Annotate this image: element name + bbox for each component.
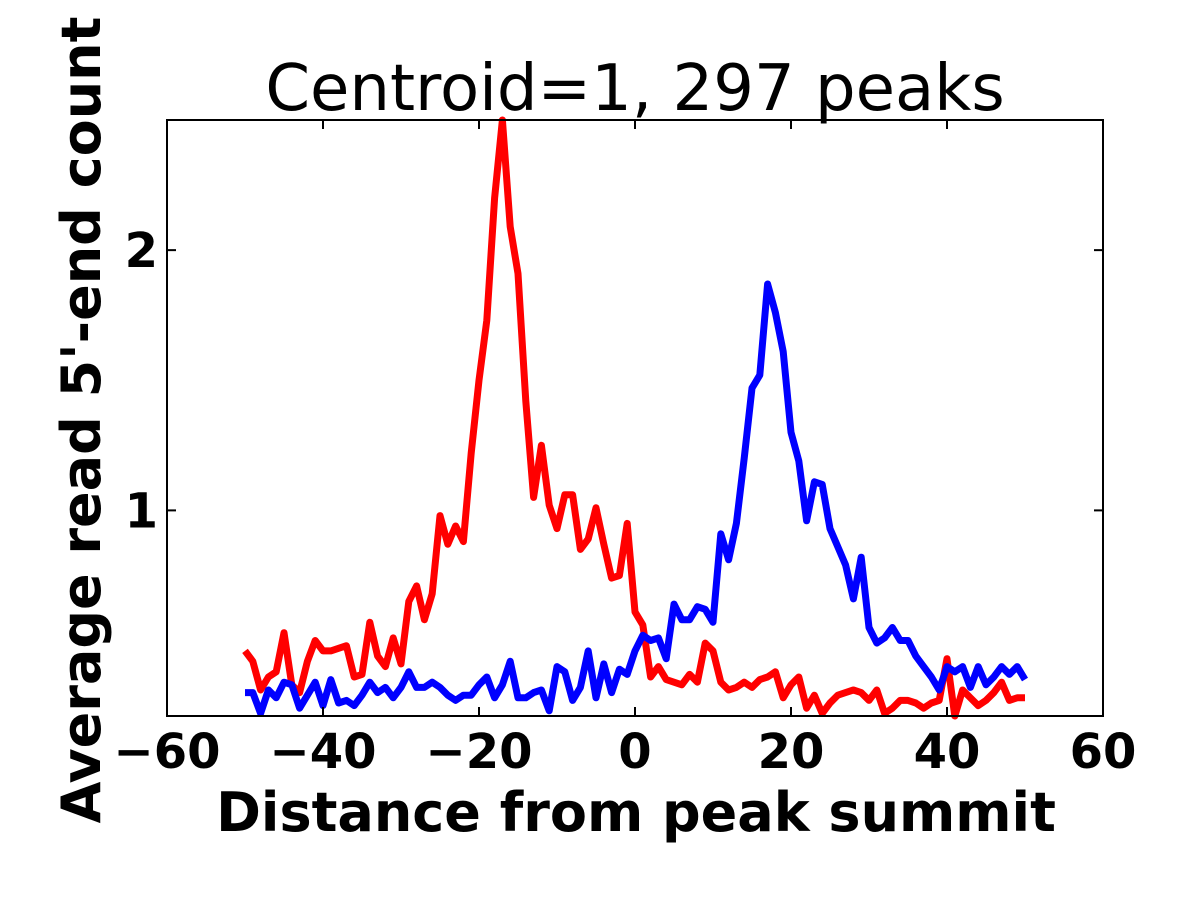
series-layer <box>242 116 1029 720</box>
x-tick-label: 60 <box>1070 724 1137 780</box>
x-tick-label: 40 <box>914 724 981 780</box>
tick-layer: −60 −40 −20 0 20 40 60 1 2 <box>113 120 1136 780</box>
x-tick-label: −40 <box>269 724 376 780</box>
y-tick-label: 2 <box>125 223 158 279</box>
x-tick-label: 0 <box>618 724 651 780</box>
series-line-2 <box>245 280 1029 717</box>
x-axis-label: Distance from peak summit <box>216 781 1056 844</box>
plot-frame <box>166 119 1104 717</box>
series-line-1 <box>242 116 1025 720</box>
x-tick-label: −20 <box>425 724 532 780</box>
x-tick-label: 20 <box>758 724 825 780</box>
y-tick-label: 1 <box>125 483 158 539</box>
x-tick-label: −60 <box>113 724 220 780</box>
chart-title: Centroid=1, 297 peaks <box>265 52 1004 126</box>
y-axis-label: Average read 5'-end count <box>50 17 113 824</box>
